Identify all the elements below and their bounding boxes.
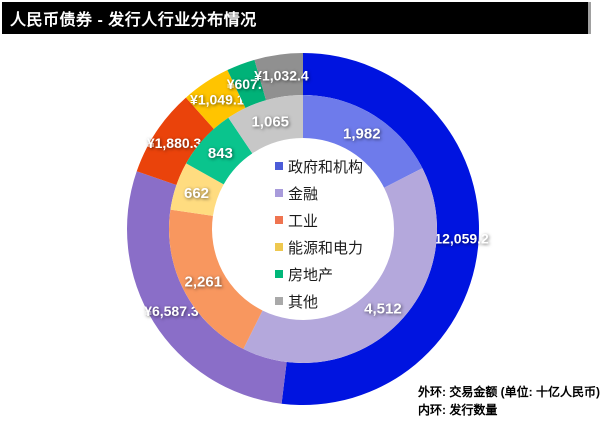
title-bar: 人民币债券 - 发行人行业分布情况 [2, 2, 591, 34]
inner-ring-segment-政府和机构 [303, 95, 423, 188]
legend-swatch-industry-icon [275, 216, 283, 224]
legend-swatch-finance-icon [275, 189, 283, 197]
inner-ring-segment-其他 [228, 95, 303, 154]
inner-ring-data-label-金融: 4,512 [364, 300, 402, 317]
outer-ring-segment-金融 [127, 171, 287, 404]
footnote-outer-ring: 外环: 交易金额 (单位: 十亿人民币) [418, 385, 600, 399]
outer-ring-segment-其他 [254, 53, 303, 101]
inner-ring-data-label-工业: 2,261 [185, 273, 223, 290]
inner-ring-segment-工业 [168, 209, 263, 349]
outer-ring-data-label-能源和电力: ¥1,049.1 [190, 92, 245, 108]
outer-ring-data-label-房地产: ¥607.5 [227, 76, 270, 92]
inner-ring-data-label-政府和机构: 1,982 [343, 125, 381, 142]
page-title: 人民币债券 - 发行人行业分布情况 [10, 12, 257, 29]
footnote-inner-ring: 内环: 发行数量 [418, 403, 498, 417]
legend-item-real-estate: 房地产 [275, 265, 363, 284]
outer-ring-segment-政府和机构 [281, 53, 479, 405]
legend-item-government: 政府和机构 [275, 157, 364, 176]
legend-label: 其他 [288, 293, 319, 311]
outer-ring-data-label-其他: ¥1,032.4 [254, 67, 309, 83]
legend-swatch-other-icon [275, 297, 283, 305]
outer-ring-segment-能源和电力 [185, 70, 246, 129]
legend-item-energy: 能源和电力 [275, 238, 364, 257]
inner-ring-segment-能源和电力 [170, 163, 224, 216]
legend-item-industry: 工业 [275, 211, 363, 230]
legend-label: 工业 [288, 212, 319, 230]
chart-legend: 政府和机构 金融 工业 能源和电力 房地产 其他 [275, 157, 364, 311]
legend-swatch-real-estate-icon [275, 270, 283, 278]
legend-item-finance: 金融 [275, 184, 363, 203]
outer-ring-data-label-政府和机构: ¥12,059.2 [427, 230, 489, 246]
legend-label: 房地产 [288, 266, 334, 284]
outer-ring-segment-工业 [136, 97, 214, 186]
inner-ring-segment-房地产 [186, 117, 253, 185]
legend-label: 金融 [288, 185, 319, 203]
legend-label: 能源和电力 [288, 239, 364, 257]
inner-ring-data-label-房地产: 843 [208, 145, 233, 162]
legend-item-other: 其他 [275, 292, 363, 311]
outer-ring-segment-房地产 [227, 59, 267, 108]
chart-footnote: 外环: 交易金额 (单位: 十亿人民币) 内环: 发行数量 [418, 383, 600, 419]
inner-ring-data-label-其他: 1,065 [251, 114, 289, 131]
inner-ring-data-label-能源和电力: 662 [184, 185, 209, 202]
legend-label: 政府和机构 [288, 158, 364, 176]
inner-ring-segment-金融 [243, 168, 437, 363]
outer-ring-data-label-金融: ¥6,587.3 [144, 303, 199, 319]
legend-swatch-energy-icon [275, 243, 283, 251]
outer-ring-data-label-工业: ¥1,880.3 [147, 135, 202, 151]
legend-swatch-government-icon [275, 162, 283, 170]
